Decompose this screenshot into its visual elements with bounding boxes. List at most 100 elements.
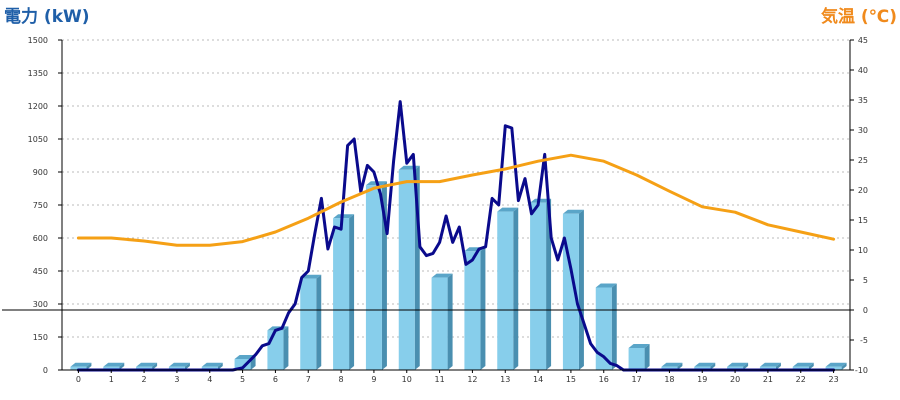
x-tick-label: 22 (796, 375, 806, 384)
power-bar-top (792, 362, 814, 367)
left-tick-label: 150 (33, 333, 48, 342)
power-bar-side (283, 326, 289, 370)
power-bar (267, 326, 289, 370)
power-bar-top (562, 209, 584, 214)
x-tick-label: 12 (467, 375, 477, 384)
power-demand-line (76, 100, 836, 372)
x-tick-label: 20 (730, 375, 740, 384)
power-bar-front (333, 218, 350, 370)
power-bar (759, 362, 781, 370)
x-tick-label: 7 (306, 375, 311, 384)
power-bar-side (775, 362, 781, 370)
power-bar-top (727, 362, 749, 367)
power-bar (70, 362, 92, 370)
power-bar-top (201, 362, 223, 367)
left-axis-title: 電力 (kW) (4, 6, 90, 27)
grid-lines (62, 39, 850, 338)
power-bar (168, 362, 190, 370)
x-tick-label: 23 (828, 375, 838, 384)
left-tick-label: 600 (33, 234, 48, 243)
x-tick-label: 3 (174, 375, 179, 384)
x-tick-label: 6 (273, 375, 278, 384)
x-tick-label: 18 (664, 375, 674, 384)
power-bar-front (365, 185, 382, 370)
power-bar-front (792, 366, 809, 370)
x-tick-label: 4 (207, 375, 212, 384)
power-bar-top (431, 273, 453, 278)
power-bar-front (431, 277, 448, 370)
power-bar-top (595, 283, 617, 288)
left-tick-label: 900 (33, 168, 48, 177)
left-tick-label: 450 (33, 267, 48, 276)
power-bar-top (497, 207, 519, 212)
right-tick-label: 45 (858, 36, 868, 45)
x-tick-label: 8 (339, 375, 344, 384)
power-bar (628, 344, 650, 370)
power-bar-side (86, 362, 92, 370)
power-bar-side (217, 362, 223, 370)
power-bar-front (628, 348, 645, 370)
power-bar-side (316, 274, 322, 370)
right-tick-label: 20 (858, 186, 868, 195)
power-bar-top (694, 362, 716, 367)
x-tick-label: 0 (76, 375, 81, 384)
power-bar (136, 362, 158, 370)
power-bar (431, 273, 453, 370)
x-tick-label: 10 (402, 375, 412, 384)
x-tick-label: 11 (434, 375, 444, 384)
power-bar-side (184, 362, 190, 370)
power-bar-front (168, 366, 185, 370)
power-bar (792, 362, 814, 370)
power-bar-side (447, 273, 453, 370)
right-tick-label: 30 (858, 126, 868, 135)
power-bar (727, 362, 749, 370)
right-axis-title: 気温 (℃) (820, 6, 897, 27)
power-bar (595, 283, 617, 370)
power-bar-front (497, 211, 514, 370)
power-bar-top (628, 344, 650, 348)
power-bar-front (300, 278, 317, 370)
power-bar-front (759, 366, 776, 370)
power-bar-front (595, 287, 612, 370)
power-bar-front (103, 366, 120, 370)
x-tick-label: 5 (240, 375, 245, 384)
power-bar-front (136, 366, 153, 370)
right-tick-label: 5 (863, 276, 868, 285)
left-tick-label: 750 (33, 201, 48, 210)
x-tick-label: 14 (533, 375, 543, 384)
power-bar-front (234, 359, 251, 370)
power-bar-side (578, 209, 584, 370)
x-tick-label: 16 (599, 375, 609, 384)
power-bar-top (70, 362, 92, 367)
right-tick-label: 10 (858, 246, 868, 255)
x-tick-label: 13 (500, 375, 510, 384)
power-bar-front (201, 366, 218, 370)
power-bar-side (743, 362, 749, 370)
x-tick-label: 2 (142, 375, 147, 384)
left-tick-label: 1500 (28, 36, 48, 45)
power-bar (530, 198, 552, 370)
power-bars (70, 165, 847, 370)
axes: 01503004506007509001050120013501500-10-5… (2, 36, 868, 384)
power-bar-top (530, 198, 552, 203)
power-bar (333, 214, 355, 370)
power-bar-top (759, 362, 781, 367)
right-tick-label: -10 (855, 366, 868, 375)
power-bar-side (710, 362, 716, 370)
right-tick-label: -5 (860, 336, 868, 345)
power-bar-side (513, 207, 519, 370)
power-bar-front (464, 251, 481, 370)
power-bar (694, 362, 716, 370)
power-bar-front (530, 202, 547, 370)
power-bar (825, 362, 847, 370)
power-bar (464, 247, 486, 370)
power-bar (103, 362, 125, 370)
power-bar-side (546, 198, 552, 370)
power-bar-front (661, 366, 678, 370)
power-bar (497, 207, 519, 370)
power-bar-side (480, 247, 486, 370)
power-bar (661, 362, 683, 370)
power-bar-side (644, 344, 650, 370)
x-tick-label: 19 (697, 375, 707, 384)
